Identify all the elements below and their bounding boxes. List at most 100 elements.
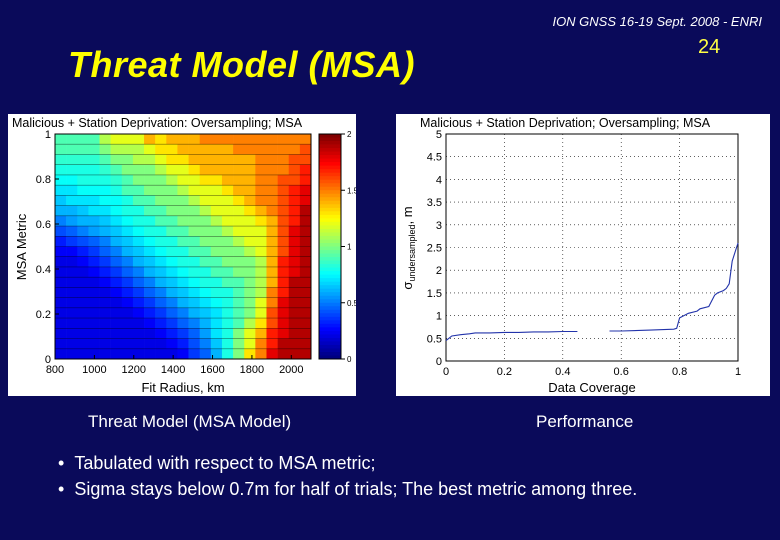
colorbar-step <box>319 334 341 339</box>
heatmap-cell <box>277 205 290 217</box>
heatmap-cell <box>144 328 156 339</box>
heatmap-cell <box>177 338 189 350</box>
heatmap-cell <box>188 277 200 288</box>
heatmap-cell <box>188 185 200 196</box>
caption-left: Threat Model (MSA Model) <box>88 412 292 431</box>
heatmap-cell <box>299 256 312 268</box>
colorbar-step <box>319 221 341 226</box>
heatmap-cell <box>188 205 200 217</box>
heatmap-cell <box>199 277 212 288</box>
heatmap-cell <box>221 256 234 268</box>
heatmap-cell <box>121 287 134 298</box>
heatmap-cell <box>255 195 267 206</box>
colorbar-step <box>319 348 341 353</box>
heatmap-cell <box>277 277 290 288</box>
heatmap-cell <box>166 144 178 155</box>
heatmap-cell <box>177 144 189 155</box>
colorbar-step <box>319 214 341 219</box>
heatmap-cell <box>288 338 301 350</box>
heatmap-cell <box>110 164 123 176</box>
heatmap-cell <box>88 154 100 165</box>
heatmap-cell <box>221 144 234 155</box>
heatmap-cell <box>299 236 312 247</box>
heatmap-cell <box>210 144 223 155</box>
performance-x-tick-label: 0.4 <box>555 366 570 378</box>
heatmap-cell <box>121 246 134 258</box>
heatmap-cell <box>88 348 100 360</box>
heatmap-cell <box>277 348 290 360</box>
heatmap-cell <box>210 348 223 360</box>
heatmap-cell <box>99 297 111 309</box>
heatmap-cell <box>221 134 234 145</box>
heatmap-cell <box>77 307 89 319</box>
heatmap-cell <box>166 185 178 196</box>
heatmap-cell <box>77 348 89 360</box>
colorbar-step <box>319 232 341 237</box>
heatmap-cell <box>233 226 245 237</box>
colorbar-step <box>319 162 341 167</box>
heatmap-cell <box>66 246 78 258</box>
heatmap-x-tick-label: 2000 <box>279 364 303 376</box>
heatmap-cell <box>144 266 156 278</box>
heatmap-cell <box>266 277 278 288</box>
heatmap-cell <box>121 328 134 339</box>
heatmap-cell <box>266 195 278 206</box>
heatmap-cell <box>299 215 312 227</box>
heatmap-cell <box>99 226 111 237</box>
heatmap-cell <box>266 144 278 155</box>
heatmap-cell <box>99 277 111 288</box>
heatmap-chart: Malicious + Station Deprivation: Oversam… <box>12 116 373 395</box>
performance-y-tick-label: 4 <box>436 174 442 186</box>
heatmap-x-tick-label: 1400 <box>161 364 185 376</box>
heatmap-cell <box>233 144 245 155</box>
heatmap-cell <box>77 246 89 258</box>
heatmap-cell <box>132 246 145 258</box>
heatmap-cell <box>66 287 78 298</box>
heatmap-cell <box>55 226 67 237</box>
colorbar-tick-label: 2 <box>347 130 352 139</box>
colorbar-step <box>319 179 341 184</box>
heatmap-cell <box>188 338 200 350</box>
heatmap-cell <box>110 318 123 329</box>
heatmap-cell <box>155 256 167 268</box>
heatmap-cell <box>166 277 178 288</box>
heatmap-cell <box>233 256 245 268</box>
heatmap-cell <box>66 297 78 309</box>
colorbar-step <box>319 200 341 205</box>
heatmap-cell <box>99 266 111 278</box>
heatmap-cell <box>288 185 301 196</box>
heatmap-cell <box>55 205 67 217</box>
heatmap-cell <box>233 236 245 247</box>
heatmap-cell <box>77 328 89 339</box>
heatmap-cell <box>233 246 245 258</box>
heatmap-cell <box>233 185 245 196</box>
heatmap-cell <box>177 266 189 278</box>
colorbar-step <box>319 299 341 304</box>
heatmap-cell <box>121 256 134 268</box>
heatmap-cell <box>166 164 178 176</box>
colorbar-step <box>319 320 341 325</box>
heatmap-cell <box>144 256 156 268</box>
heatmap-cell <box>144 134 156 145</box>
heatmap-cell <box>99 164 111 176</box>
heatmap-cell <box>299 246 312 258</box>
colorbar-tick-label: 0 <box>347 355 352 364</box>
heatmap-cell <box>99 328 111 339</box>
heatmap-cell <box>88 318 100 329</box>
heatmap-cell <box>255 266 267 278</box>
heatmap-cell <box>77 164 89 176</box>
heatmap-cell <box>233 266 245 278</box>
heatmap-cell <box>188 318 200 329</box>
heatmap-cell <box>99 287 111 298</box>
heatmap-cell <box>188 246 200 258</box>
heatmap-cell <box>210 266 223 278</box>
heatmap-cell <box>88 174 100 186</box>
heatmap-cell <box>144 215 156 227</box>
heatmap-cell <box>88 338 100 350</box>
bullet-item: Tabulated with respect to MSA metric; <box>58 450 637 476</box>
heatmap-cell <box>99 215 111 227</box>
heatmap-cell <box>144 164 156 176</box>
heatmap-cell <box>299 338 312 350</box>
heatmap-cell <box>288 348 301 360</box>
heatmap-cell <box>255 307 267 319</box>
